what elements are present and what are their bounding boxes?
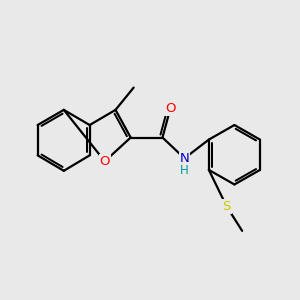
Text: N: N: [180, 152, 189, 165]
Text: S: S: [223, 200, 231, 213]
Text: O: O: [100, 155, 110, 168]
Text: O: O: [165, 103, 175, 116]
Text: H: H: [180, 164, 189, 177]
